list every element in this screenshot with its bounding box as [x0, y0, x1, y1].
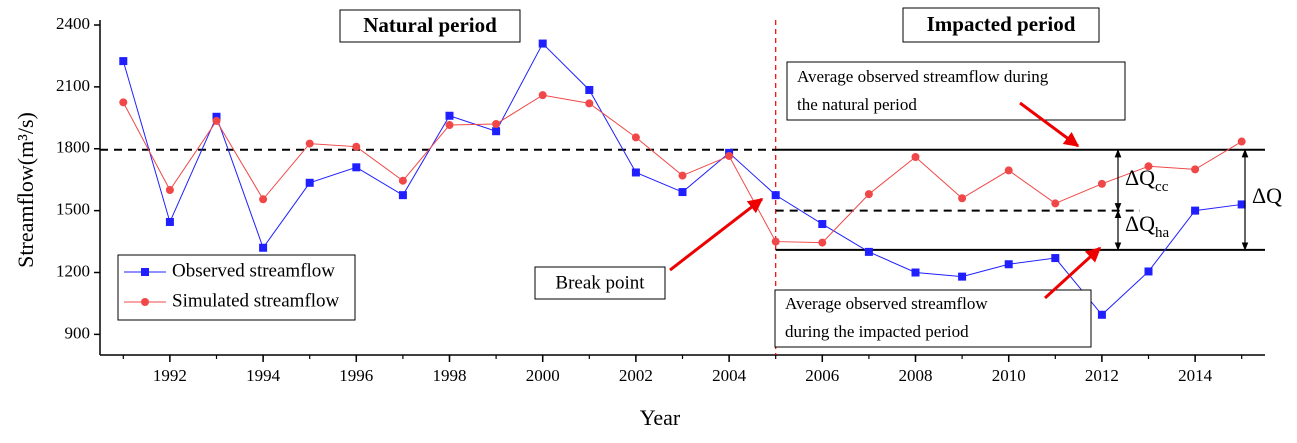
x-tick-label: 1998 — [433, 366, 467, 385]
point — [771, 191, 780, 200]
point — [864, 247, 873, 256]
natural-period: Natural period — [363, 13, 497, 37]
point — [1144, 162, 1153, 171]
legend-label: Observed streamflow — [172, 260, 335, 281]
break-point: Break point — [555, 272, 645, 293]
point — [911, 268, 920, 277]
x-tick-label: 2014 — [1178, 366, 1213, 385]
point — [818, 220, 827, 229]
point — [492, 120, 501, 128]
impacted-period-box — [902, 7, 1100, 43]
point — [492, 127, 501, 136]
point — [678, 188, 687, 197]
point — [119, 98, 128, 107]
point — [352, 163, 361, 172]
y-axis-title: Streamflow(m³/s) — [13, 112, 38, 268]
delta-q-cc-sub: cc — [1155, 179, 1169, 195]
point — [911, 153, 920, 161]
x-tick-label: 2010 — [992, 366, 1026, 385]
impacted-period: Impacted period — [927, 12, 1076, 36]
point — [678, 171, 687, 180]
point — [1144, 267, 1153, 276]
x-axis-title: Year — [640, 405, 681, 430]
legend-marker — [141, 298, 149, 306]
legend-marker — [141, 268, 149, 276]
delta-q-cc: ΔQcc — [1125, 165, 1169, 195]
arrow — [1019, 101, 1080, 148]
x-tick-label: 2008 — [899, 366, 933, 385]
point — [538, 91, 547, 100]
point — [445, 121, 454, 130]
y-tick-label: 900 — [65, 323, 91, 342]
point — [1097, 179, 1106, 188]
point — [585, 85, 594, 94]
delta-q-ha-sub: ha — [1155, 225, 1170, 241]
point — [538, 39, 547, 48]
arrow — [669, 197, 764, 272]
legend-label: Simulated streamflow — [172, 290, 340, 311]
point — [165, 217, 174, 226]
legend-box — [117, 254, 356, 321]
point — [1191, 206, 1200, 215]
point — [259, 195, 268, 204]
x-tick-label: 1994 — [246, 366, 281, 385]
point — [398, 176, 407, 185]
delta-q: ΔQ — [1252, 183, 1282, 208]
natural-avg-line: Average observed streamflow during — [797, 67, 1049, 86]
point — [631, 168, 640, 177]
point — [212, 116, 221, 125]
point — [864, 190, 873, 199]
point — [352, 142, 361, 151]
point — [398, 191, 407, 200]
x-tick-label: 2002 — [619, 366, 653, 385]
point — [631, 133, 640, 142]
y-tick-label: 1500 — [56, 200, 90, 219]
impacted-avg-line: Average observed streamflow — [785, 294, 988, 313]
natural-period-box — [339, 9, 521, 43]
point — [771, 237, 780, 246]
point — [212, 112, 221, 121]
impacted-avg-line: during the impacted period — [785, 322, 969, 341]
x-tick-label: 2000 — [526, 366, 560, 385]
x-tick-label: 1996 — [339, 366, 373, 385]
delta-q-cc-main: ΔQ — [1125, 165, 1155, 190]
natural-avg-line: the natural period — [797, 95, 917, 114]
x-tick-label: 2012 — [1085, 366, 1119, 385]
point — [818, 238, 827, 247]
point — [958, 272, 967, 281]
point — [725, 151, 734, 160]
delta-q-ha-main: ΔQ — [1125, 211, 1155, 236]
point — [305, 178, 314, 187]
point — [585, 99, 594, 108]
natural-avg-box — [786, 61, 1126, 121]
y-tick-label: 2400 — [56, 14, 90, 33]
point — [1191, 165, 1200, 174]
point — [259, 243, 268, 252]
x-tick-label: 2004 — [712, 366, 747, 385]
break-point-box — [534, 266, 666, 300]
point — [958, 194, 967, 203]
x-tick-label: 2006 — [805, 366, 839, 385]
point — [445, 111, 454, 120]
point — [305, 139, 314, 148]
point — [1004, 260, 1013, 269]
delta-q-ha: ΔQha — [1125, 211, 1170, 241]
point — [1051, 254, 1060, 263]
point — [165, 186, 174, 194]
arrow — [1043, 246, 1102, 300]
y-tick-label: 1200 — [56, 261, 90, 280]
y-tick-label: 1800 — [56, 138, 90, 157]
point — [1097, 310, 1106, 319]
x-tick-label: 1992 — [153, 366, 187, 385]
impacted-avg-box — [774, 289, 1092, 348]
point — [1237, 137, 1246, 146]
y-tick-label: 2100 — [56, 76, 90, 95]
point — [1004, 166, 1013, 175]
point — [119, 57, 128, 66]
point — [1051, 199, 1060, 208]
